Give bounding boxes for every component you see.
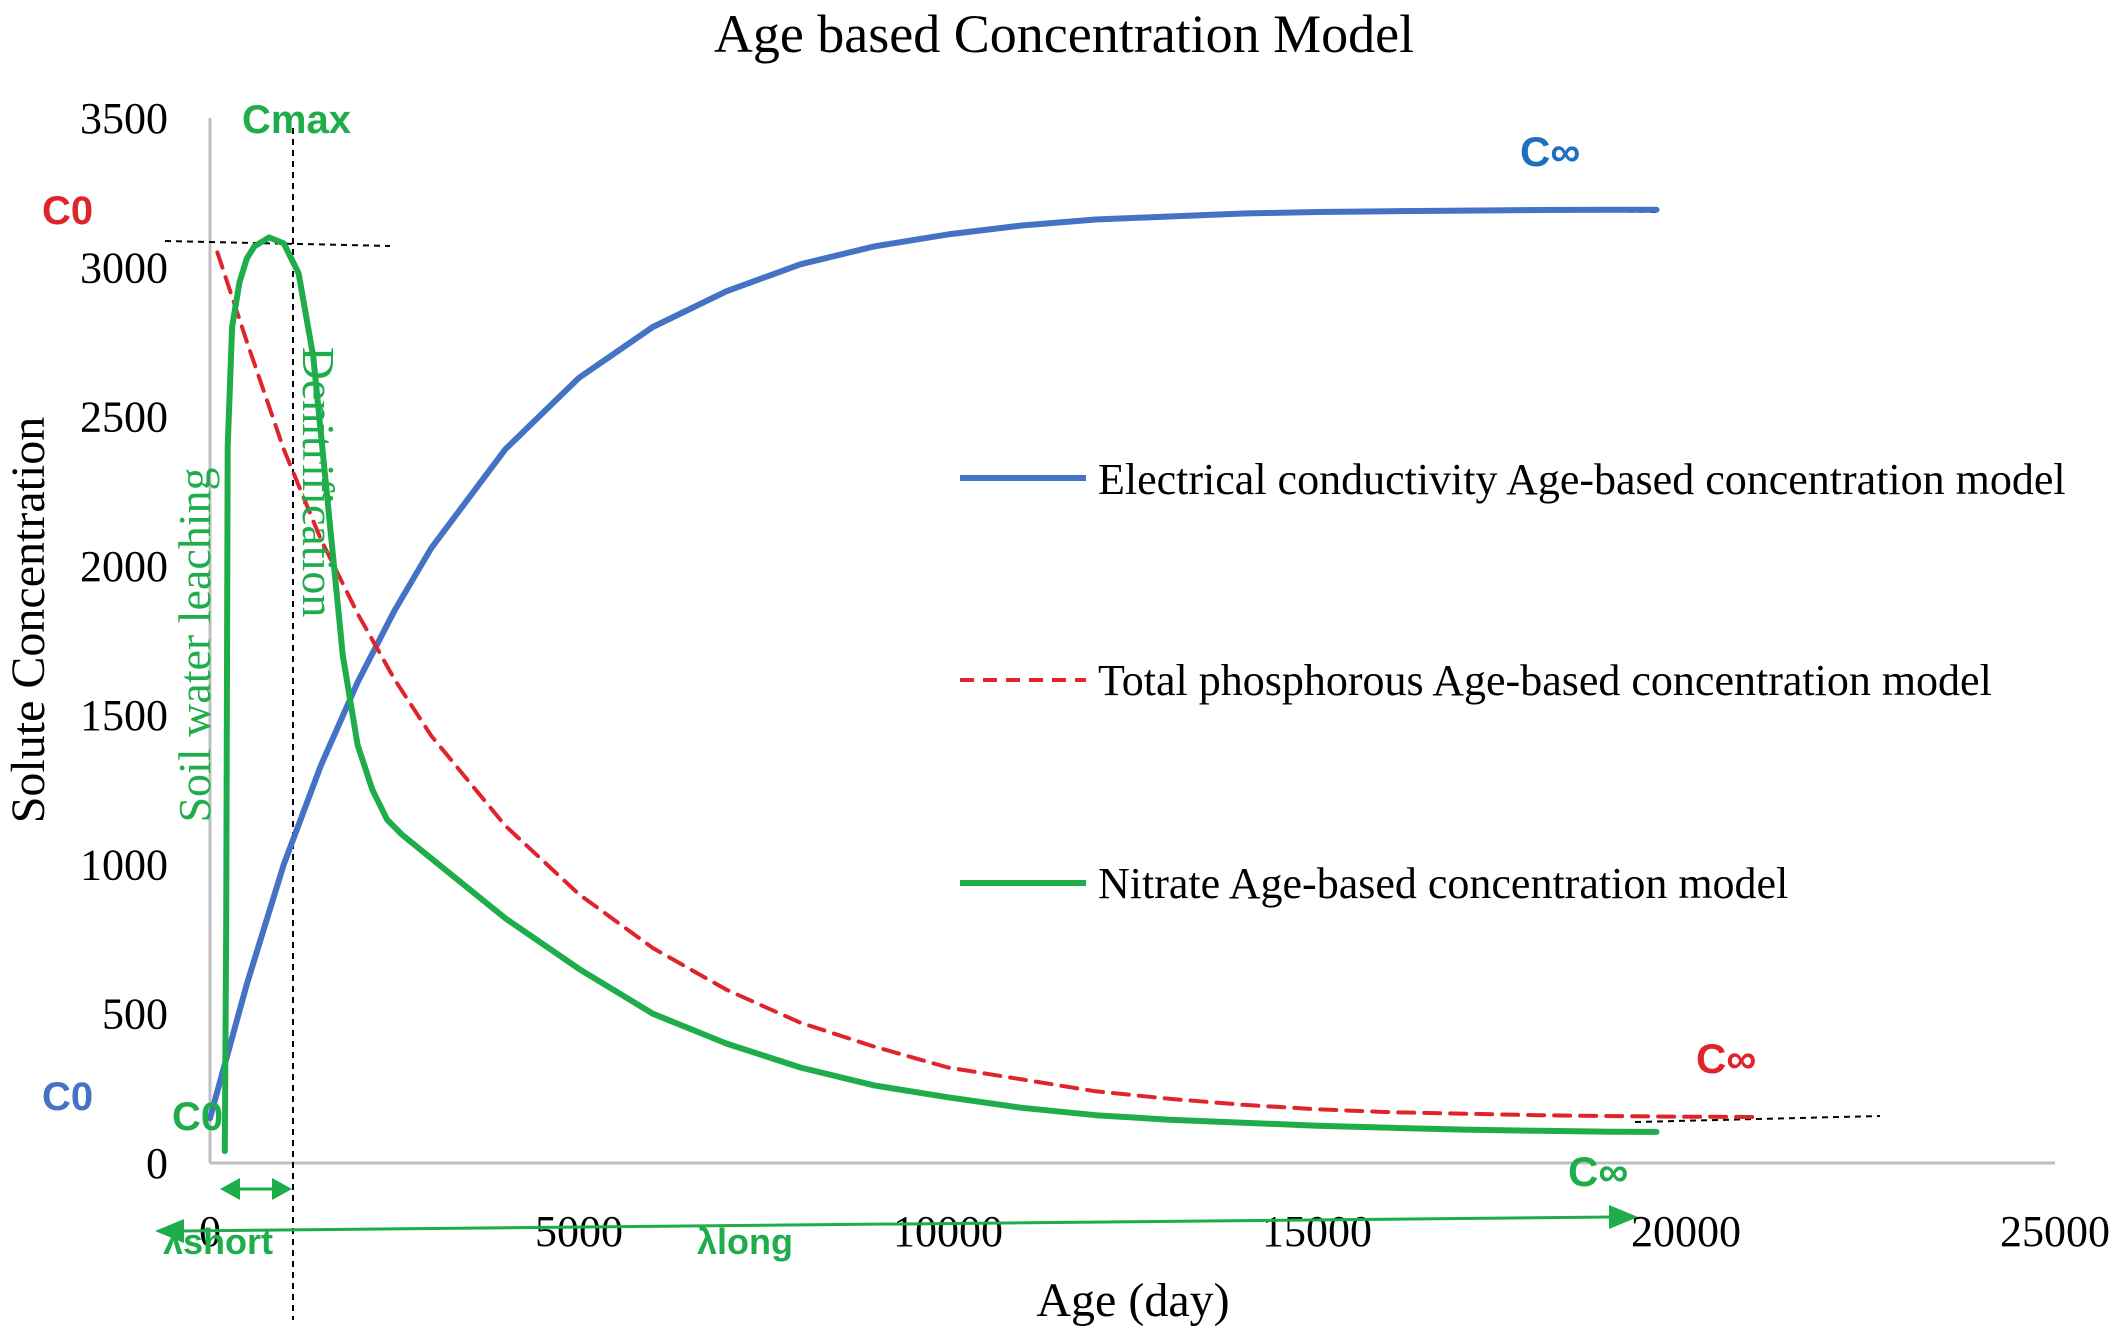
y-tick-label: 1000 — [80, 840, 168, 889]
x-tick-label: 15000 — [1262, 1207, 1372, 1256]
y-tick-label: 3500 — [80, 94, 168, 143]
cinf-green-label: C∞ — [1568, 1148, 1628, 1195]
legend-label-tp: Total phosphorous Age-based concentratio… — [1098, 656, 1992, 705]
cinf-blue-label: C∞ — [1520, 128, 1580, 175]
x-axis-label: Age (day) — [1036, 1274, 1229, 1327]
lambda-short-label: λshort — [163, 1221, 273, 1262]
lambda-long-arrowhead-left — [155, 1219, 184, 1243]
lambda-short-arrowhead-right — [272, 1178, 292, 1200]
series-group — [207, 206, 1762, 1155]
y-tick-label: 500 — [102, 990, 168, 1039]
lambda-long-arrow — [155, 1205, 1638, 1243]
y-tick-label: 2500 — [80, 393, 168, 442]
lambda-short-arrow — [220, 1178, 292, 1200]
x-tick-label: 25000 — [2000, 1207, 2110, 1256]
legend-label-nitrate: Nitrate Age-based concentration model — [1098, 859, 1788, 908]
c0-red-label: C0 — [42, 189, 93, 233]
cinf-red-guide — [1634, 1115, 1881, 1123]
lambda-long-arrowhead-right — [1609, 1205, 1638, 1229]
y-tick-label: 1500 — [80, 691, 168, 740]
tp-series-line — [215, 250, 1762, 1119]
legend: Electrical conductivity Age-based concen… — [960, 455, 2066, 908]
y-tick-label: 0 — [146, 1139, 168, 1188]
chart-title: Age based Concentration Model — [714, 4, 1414, 64]
y-axis-label: Solute Concentration — [2, 417, 55, 824]
lambda-long-label: λlong — [697, 1221, 793, 1262]
legend-entry-tp: Total phosphorous Age-based concentratio… — [960, 656, 1992, 705]
cmax-label: Cmax — [242, 98, 351, 142]
x-tick-label: 5000 — [535, 1207, 623, 1256]
soil-water-leaching-label: Soil water leaching — [169, 467, 220, 822]
cinf-red-label: C∞ — [1696, 1035, 1756, 1082]
y-tick-label: 3000 — [80, 243, 168, 292]
nitrate-series-line — [221, 234, 1660, 1155]
c0-blue-label: C0 — [42, 1075, 93, 1119]
y-tick-labels: 0 500 1000 1500 2000 2500 3000 3500 — [80, 94, 168, 1188]
y-tick-label: 2000 — [80, 542, 168, 591]
guide-lines — [164, 128, 1881, 1320]
legend-entry-ec: Electrical conductivity Age-based concen… — [960, 455, 2066, 504]
c0-green-label: C0 — [172, 1095, 223, 1139]
x-tick-label: 10000 — [893, 1207, 1003, 1256]
legend-entry-nitrate: Nitrate Age-based concentration model — [960, 859, 1788, 908]
lambda-short-arrowhead-left — [220, 1178, 240, 1200]
denitrification-label: Denitrification — [293, 347, 344, 618]
legend-label-ec: Electrical conductivity Age-based concen… — [1098, 455, 2066, 504]
x-tick-labels: 0 5000 10000 15000 20000 25000 — [199, 1207, 2110, 1256]
x-tick-label: 20000 — [1631, 1207, 1741, 1256]
